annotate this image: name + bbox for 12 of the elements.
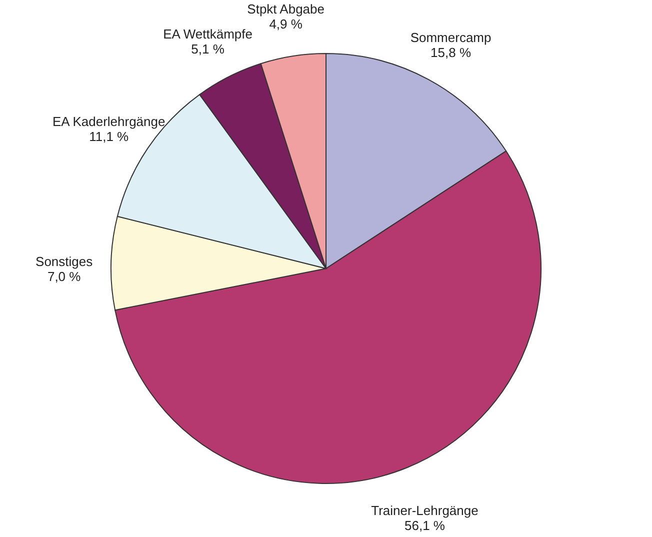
data-label: 15,8 %: [430, 45, 472, 60]
slice-label: Stpkt Abgabe: [247, 2, 324, 17]
data-label: 4,9 %: [269, 16, 303, 32]
slice-label: Sonstiges: [36, 254, 94, 269]
slice-label: Sommercamp: [410, 30, 492, 46]
slice-label: EA Kaderlehrgänge: [52, 114, 166, 129]
data-label: 56,1 %: [404, 518, 446, 534]
slice-label: EA Wettkämpfe: [163, 26, 252, 42]
slice-label: Trainer-Lehrgänge: [371, 503, 478, 518]
data-label: 7,0 %: [47, 268, 82, 284]
data-label: 5,1 %: [191, 42, 225, 57]
data-label: 11,1 %: [89, 128, 130, 144]
